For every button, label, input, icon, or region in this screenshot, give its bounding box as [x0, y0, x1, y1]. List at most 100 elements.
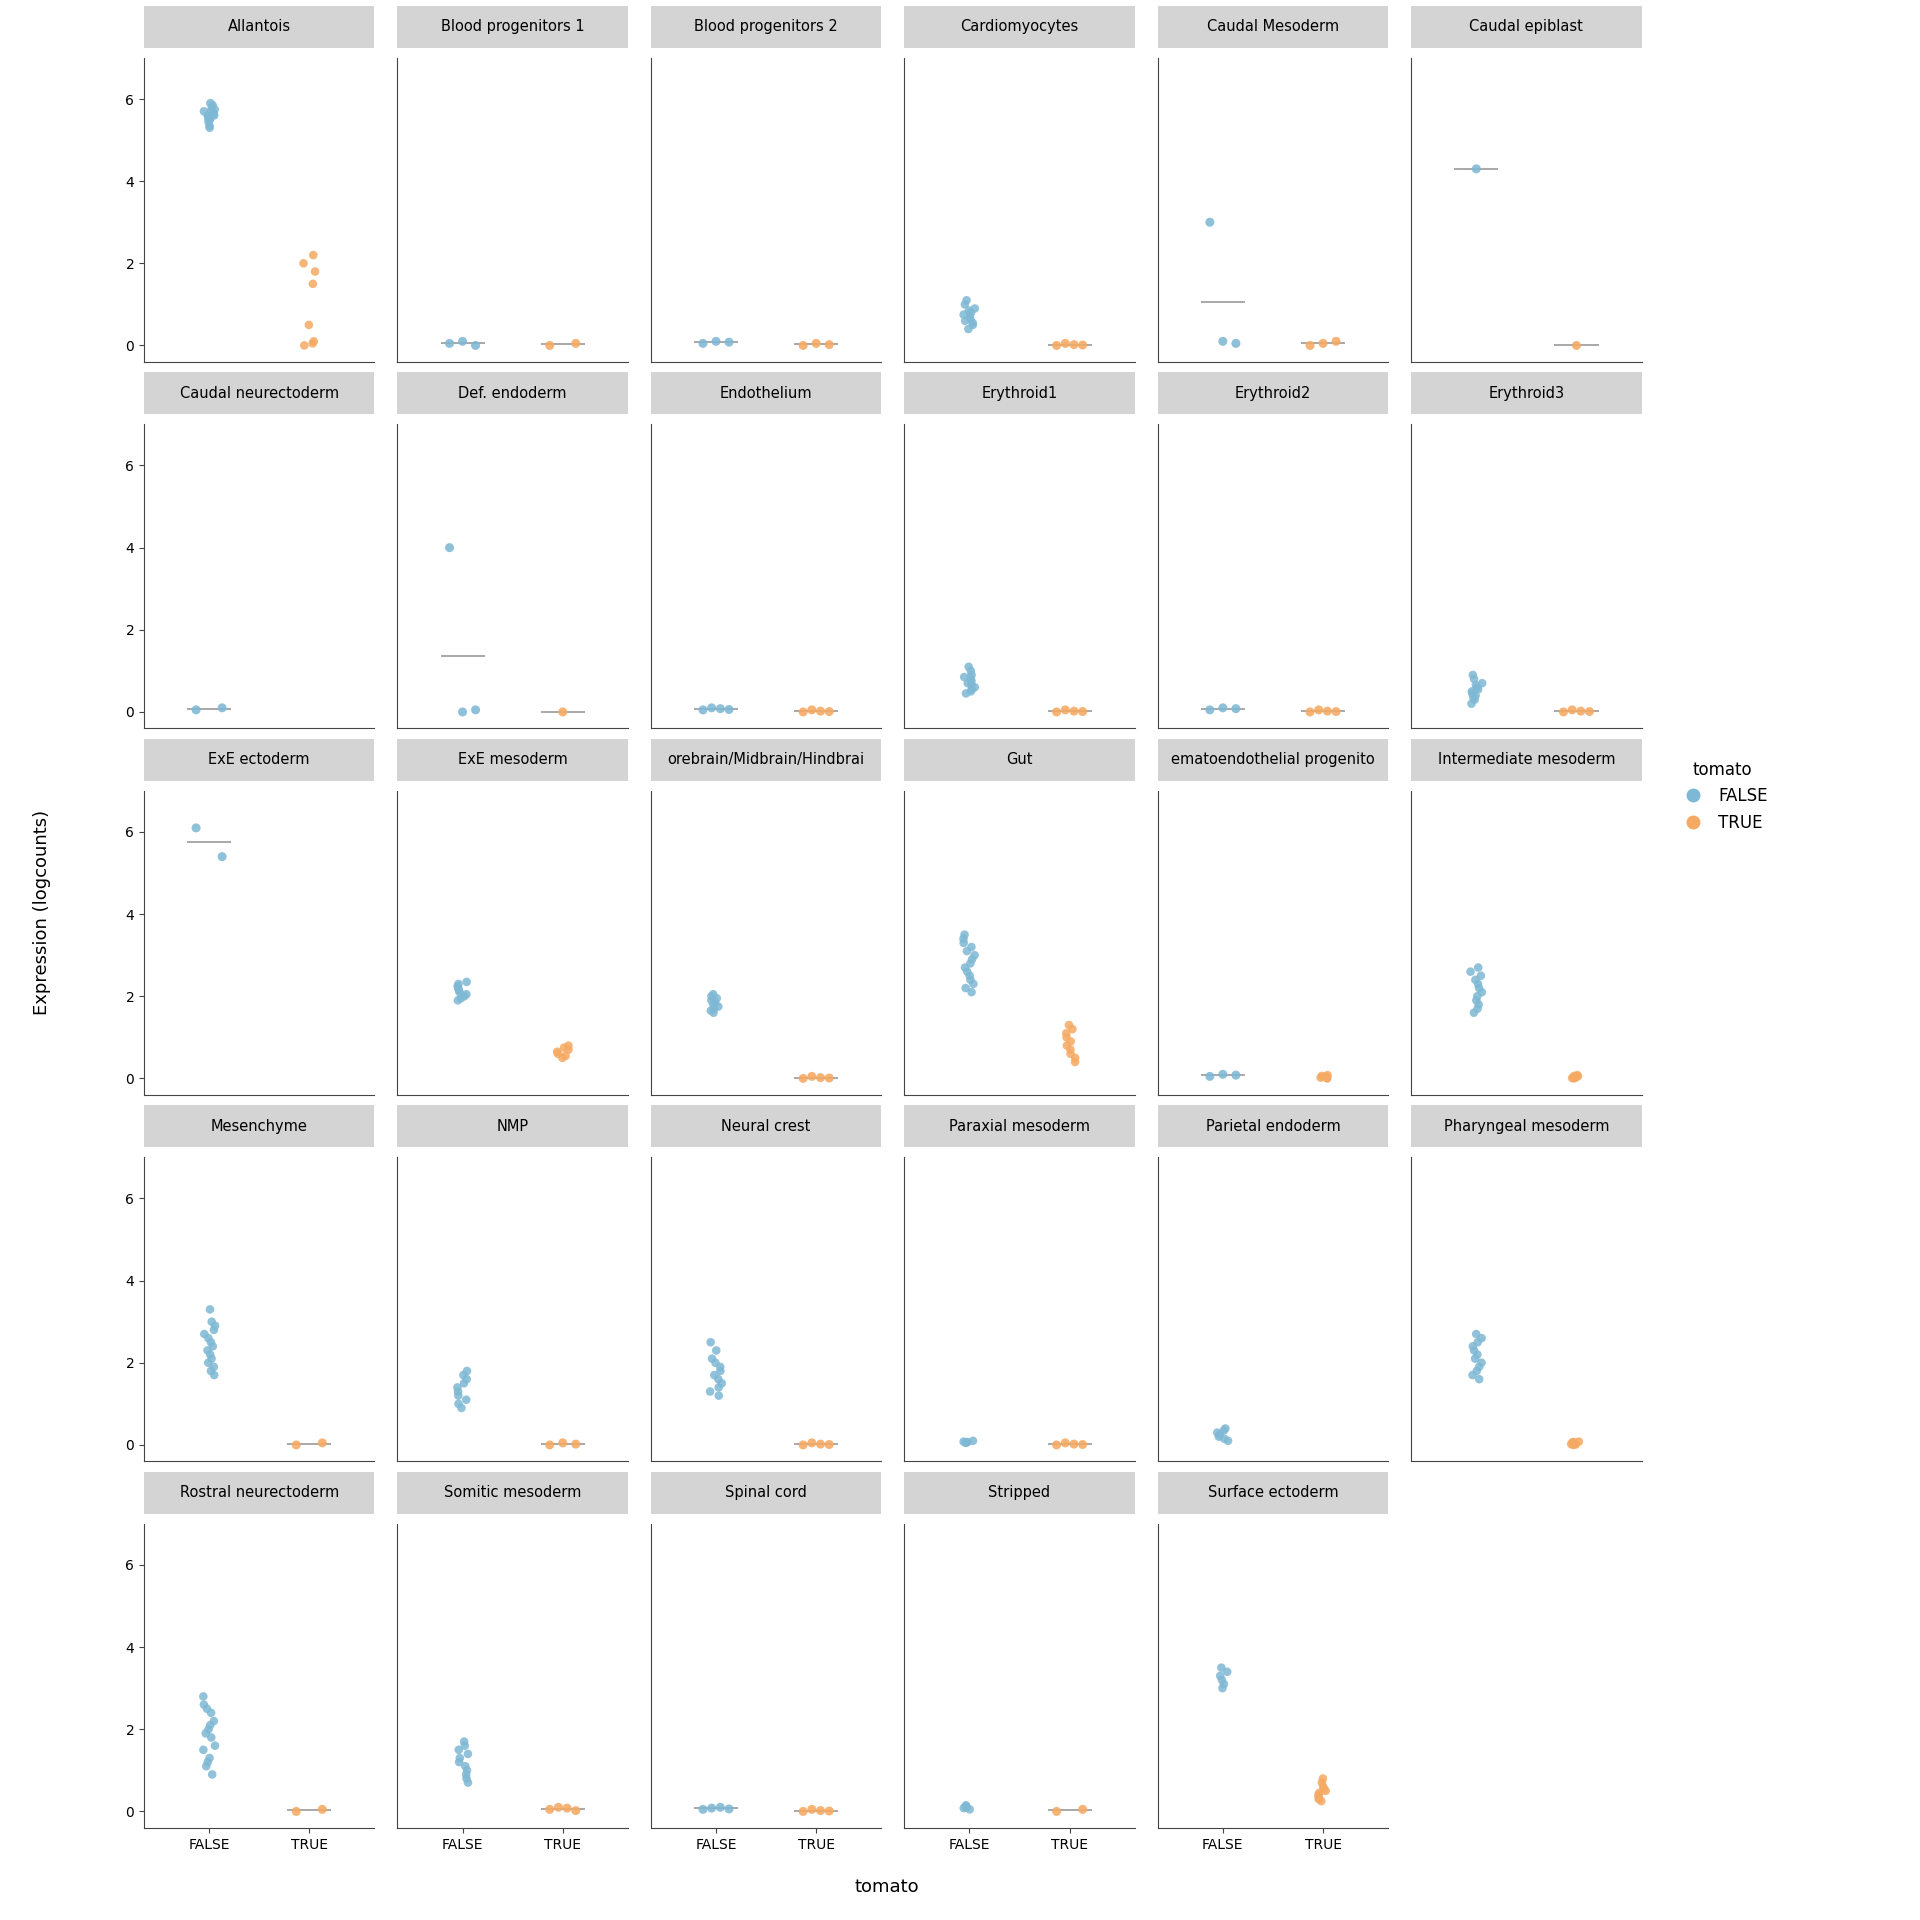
- Text: Erythroid2: Erythroid2: [1235, 386, 1311, 401]
- Point: [434, 532, 465, 563]
- Point: [561, 1795, 591, 1826]
- Point: [1455, 956, 1486, 987]
- Point: [196, 1344, 227, 1375]
- Point: [954, 960, 985, 991]
- Point: [188, 1734, 219, 1764]
- Point: [699, 987, 730, 1018]
- Point: [1321, 697, 1352, 728]
- Point: [1058, 695, 1089, 726]
- Text: Caudal epiblast: Caudal epiblast: [1469, 19, 1584, 35]
- Text: Neural crest: Neural crest: [722, 1119, 810, 1133]
- Point: [699, 996, 730, 1027]
- Point: [447, 326, 478, 357]
- Point: [956, 664, 987, 695]
- Point: [1202, 1417, 1233, 1448]
- Point: [948, 300, 979, 330]
- Point: [1459, 1344, 1490, 1375]
- Point: [797, 1793, 828, 1824]
- Point: [954, 964, 985, 995]
- Point: [188, 1690, 219, 1720]
- Text: Surface ectoderm: Surface ectoderm: [1208, 1484, 1338, 1500]
- Point: [444, 973, 474, 1004]
- Point: [1204, 1421, 1235, 1452]
- Point: [956, 666, 987, 697]
- Point: [1457, 1359, 1488, 1390]
- Point: [280, 1795, 311, 1826]
- Point: [1060, 1046, 1091, 1077]
- Point: [461, 695, 492, 726]
- Point: [797, 695, 828, 726]
- Point: [814, 1795, 845, 1826]
- Point: [1457, 678, 1488, 708]
- Point: [1311, 1060, 1342, 1091]
- Point: [207, 841, 238, 872]
- Point: [444, 977, 474, 1008]
- Point: [198, 1705, 228, 1736]
- Point: [198, 1331, 228, 1361]
- Point: [950, 973, 981, 1004]
- Point: [1041, 330, 1071, 361]
- Point: [451, 1763, 482, 1793]
- Point: [194, 1715, 225, 1745]
- Point: [1208, 1415, 1238, 1446]
- Point: [1557, 1430, 1588, 1461]
- Point: [461, 330, 492, 361]
- Point: [1210, 1413, 1240, 1444]
- Point: [534, 330, 564, 361]
- Point: [1208, 693, 1238, 724]
- Point: [701, 983, 732, 1014]
- Point: [697, 1344, 728, 1375]
- Point: [449, 1726, 480, 1757]
- Point: [553, 1031, 584, 1062]
- Point: [1463, 1352, 1494, 1382]
- Point: [954, 948, 985, 979]
- Point: [1557, 1062, 1588, 1092]
- Point: [1557, 1427, 1588, 1457]
- Text: Blood progenitors 2: Blood progenitors 2: [695, 19, 837, 35]
- Point: [687, 1793, 718, 1824]
- Point: [1465, 960, 1496, 991]
- Point: [196, 1306, 227, 1336]
- Point: [960, 294, 991, 324]
- Point: [1457, 676, 1488, 707]
- Point: [1563, 1060, 1594, 1091]
- Text: Blood progenitors 1: Blood progenitors 1: [442, 19, 584, 35]
- Point: [307, 1793, 338, 1824]
- Point: [192, 1693, 223, 1724]
- Point: [1050, 328, 1081, 359]
- Point: [188, 1682, 219, 1713]
- Point: [1463, 1363, 1494, 1394]
- Point: [1561, 1428, 1592, 1459]
- Point: [1068, 1428, 1098, 1459]
- Text: Paraxial mesoderm: Paraxial mesoderm: [948, 1119, 1091, 1133]
- Text: Def. endoderm: Def. endoderm: [459, 386, 566, 401]
- Point: [207, 693, 238, 724]
- Point: [948, 920, 979, 950]
- Point: [1467, 668, 1498, 699]
- Text: Caudal neurectoderm: Caudal neurectoderm: [180, 386, 338, 401]
- Text: NMP: NMP: [497, 1119, 528, 1133]
- Point: [551, 1793, 582, 1824]
- Point: [453, 1738, 484, 1768]
- Point: [561, 1428, 591, 1459]
- Point: [444, 1377, 474, 1407]
- Point: [1308, 1763, 1338, 1793]
- Point: [705, 1356, 735, 1386]
- Point: [1221, 328, 1252, 359]
- Point: [190, 1718, 221, 1749]
- Point: [194, 1323, 225, 1354]
- Point: [1308, 328, 1338, 359]
- Text: Gut: Gut: [1006, 753, 1033, 768]
- Point: [547, 1043, 578, 1073]
- Point: [198, 1315, 228, 1346]
- Point: [956, 298, 987, 328]
- Point: [549, 1033, 580, 1064]
- Point: [1455, 689, 1486, 720]
- Point: [1212, 1657, 1242, 1688]
- Point: [1194, 207, 1225, 238]
- Point: [1056, 1035, 1087, 1066]
- Point: [1068, 330, 1098, 361]
- Point: [190, 1751, 221, 1782]
- Point: [814, 1062, 845, 1092]
- Point: [814, 697, 845, 728]
